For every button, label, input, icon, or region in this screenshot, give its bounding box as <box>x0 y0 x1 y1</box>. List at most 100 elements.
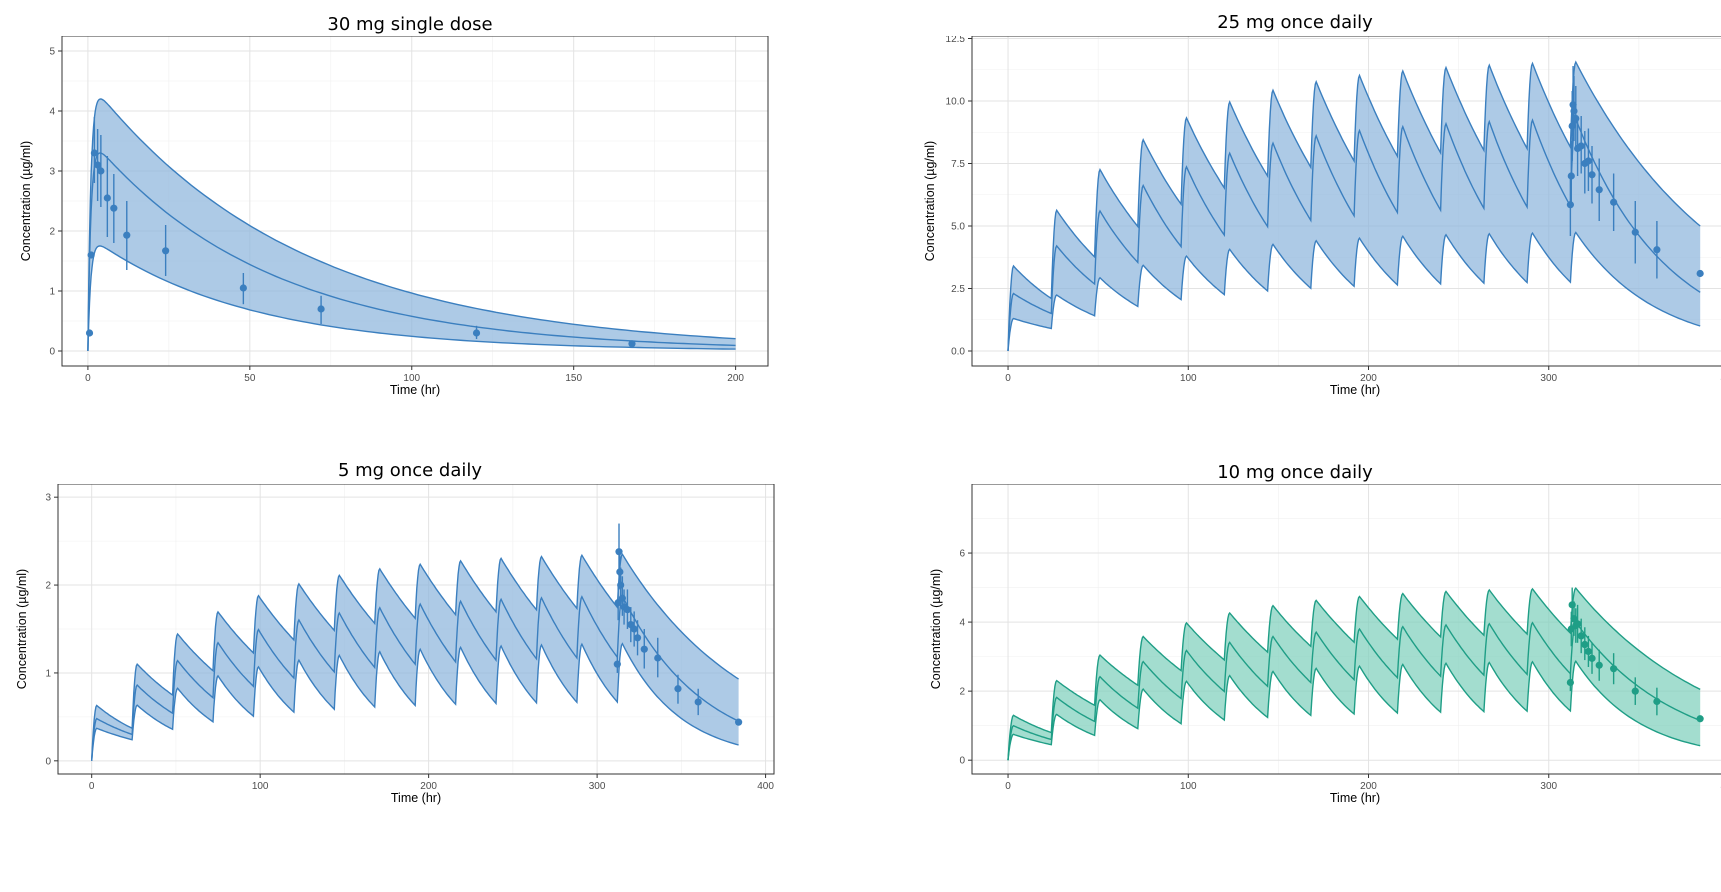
observed-point <box>640 645 648 653</box>
observed-point <box>1610 198 1618 206</box>
y-tick-label: 3 <box>49 167 55 178</box>
observed-point <box>1584 647 1593 656</box>
upper-bound-line <box>1007 586 1701 761</box>
observed-point <box>1610 665 1618 673</box>
y-tick-label: 12.5 <box>946 36 966 45</box>
observed-point <box>618 594 626 602</box>
observed-point <box>110 204 118 212</box>
observed-point <box>1653 697 1661 706</box>
x-tick-label: 0 <box>1005 781 1011 792</box>
observed-point <box>1696 269 1704 278</box>
observed-point <box>1567 172 1575 180</box>
x-tick-label: 150 <box>565 373 582 384</box>
observed-point <box>1570 107 1578 115</box>
x-tick-label: 100 <box>1180 781 1197 792</box>
observed-point <box>735 718 743 726</box>
observed-point <box>1653 246 1661 254</box>
x-tick-label: 400 <box>757 781 774 792</box>
observed-point <box>694 698 702 706</box>
plot-group: 01002003004000246Time (hr)Concentration … <box>929 484 1721 805</box>
observed-point <box>317 305 325 313</box>
x-tick-label: 0 <box>85 373 91 384</box>
observed-point <box>239 284 247 292</box>
observed-point <box>87 251 95 259</box>
y-tick-label: 1 <box>49 287 55 298</box>
x-axis-label: Time (hr) <box>391 791 441 805</box>
x-tick-label: 0 <box>89 781 95 792</box>
x-tick-label: 200 <box>1360 781 1377 792</box>
observed-point <box>628 340 636 348</box>
chart-title: 25 mg once daily <box>1217 12 1373 33</box>
observed-point <box>654 654 662 662</box>
chart-title: 30 mg single dose <box>327 14 493 35</box>
x-tick-label: 300 <box>1540 781 1557 792</box>
lower-bound-line <box>87 245 736 352</box>
observed-point <box>1566 678 1574 687</box>
y-tick-label: 2.5 <box>951 284 965 295</box>
observed-point <box>1595 661 1603 669</box>
x-axis-label: Time (hr) <box>1330 383 1380 397</box>
observed-point <box>613 660 621 668</box>
y-axis-label: Concentration (µg/ml) <box>929 569 943 689</box>
observed-point <box>1631 687 1639 695</box>
observed-point <box>1577 142 1585 150</box>
lower-bound-line <box>91 642 739 761</box>
upper-bound-line <box>1007 60 1701 352</box>
observed-point <box>1572 114 1580 123</box>
observed-point <box>616 568 624 576</box>
observed-point <box>623 606 632 614</box>
observed-point <box>1577 632 1585 640</box>
median-line <box>1007 117 1701 352</box>
y-tick-label: 0.0 <box>951 347 965 358</box>
y-tick-label: 5.0 <box>951 222 965 233</box>
lower-bound-line <box>1007 231 1701 352</box>
observed-point <box>633 634 642 642</box>
plot-border <box>57 484 775 775</box>
prediction-band <box>87 99 736 351</box>
y-tick-label: 2 <box>49 227 55 238</box>
observed-point <box>630 625 638 633</box>
observed-point <box>1631 228 1639 236</box>
upper-bound-line <box>91 552 739 761</box>
observed-point <box>1595 186 1603 194</box>
y-tick-label: 0 <box>45 756 51 767</box>
x-tick-label: 0 <box>1005 373 1011 384</box>
x-tick-label: 200 <box>727 373 744 384</box>
y-tick-label: 3 <box>45 493 51 504</box>
observed-point <box>1573 620 1582 628</box>
x-tick-label: 100 <box>403 373 420 384</box>
plot-border <box>61 36 769 367</box>
x-tick-label: 300 <box>1540 373 1557 384</box>
chart-10mg-once-daily: 01002003004000246Time (hr)Concentration … <box>929 484 1721 805</box>
observed-point <box>1696 715 1704 723</box>
y-axis-label: Concentration (µg/ml) <box>15 569 29 689</box>
x-axis-label: Time (hr) <box>1330 791 1380 805</box>
chart-5mg-once-daily: 0 100 200 300 400 0 1 2 3 Time (hr) Concentration … <box>15 484 775 805</box>
y-tick-label: 0 <box>49 347 55 358</box>
observed-point <box>1588 171 1596 179</box>
observed-point <box>162 247 170 255</box>
y-tick-label: 7.5 <box>951 159 965 170</box>
x-tick-label: 300 <box>589 781 606 792</box>
x-tick-label: 200 <box>1360 373 1377 384</box>
observed-point <box>85 329 94 337</box>
y-axis-label: Concentration (µg/ml) <box>19 141 33 261</box>
x-tick-label: 200 <box>420 781 437 792</box>
observed-point <box>674 685 682 693</box>
median-line <box>91 594 739 761</box>
lower-bound-line <box>1007 660 1701 761</box>
median-line <box>87 152 736 352</box>
observed-point <box>1584 157 1593 165</box>
observed-point <box>90 149 98 157</box>
plot-border <box>971 484 1721 775</box>
y-tick-label: 1 <box>45 668 51 679</box>
y-tick-label: 5 <box>49 47 55 58</box>
observed-point <box>617 581 625 589</box>
y-axis-label: Concentration (µg/ml) <box>923 141 937 261</box>
observed-point <box>97 167 105 175</box>
x-tick-label: 100 <box>1180 373 1197 384</box>
y-tick-label: 2 <box>959 687 965 698</box>
observed-point <box>123 231 131 239</box>
y-tick-label: 6 <box>959 549 965 560</box>
